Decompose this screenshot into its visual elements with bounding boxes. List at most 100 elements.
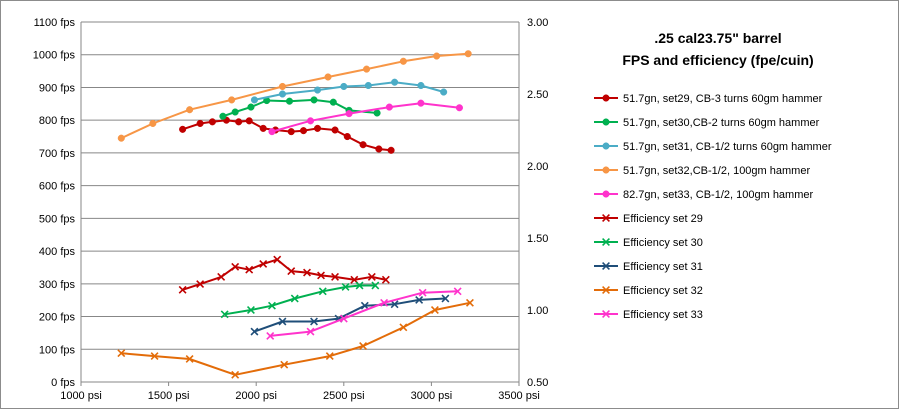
y-left-tick-label: 300 fps bbox=[39, 279, 76, 291]
data-point bbox=[287, 267, 296, 276]
data-point bbox=[391, 78, 399, 86]
series-line bbox=[121, 301, 471, 376]
legend-label: 51.7gn, set30,CB-2 turns 60gm hammer bbox=[623, 117, 820, 129]
series-line bbox=[271, 102, 460, 133]
y-left-tick-label: 900 fps bbox=[39, 82, 76, 94]
data-point bbox=[359, 342, 368, 350]
data-point bbox=[217, 272, 226, 281]
y-left-tick-label: 200 fps bbox=[39, 312, 76, 324]
data-point bbox=[417, 99, 425, 107]
y-left-tick-label: 500 fps bbox=[39, 213, 76, 225]
data-point bbox=[415, 295, 424, 304]
chart-title-line-1: .25 cal23.75" barrel bbox=[654, 30, 781, 46]
data-point bbox=[287, 128, 295, 136]
legend-item-3: 51.7gn, set31, CB-1/2 turns 60gm hammer bbox=[594, 141, 832, 153]
legend-label: 51.7gn, set31, CB-1/2 turns 60gm hammer bbox=[623, 141, 832, 153]
legend-label: Efficiency set 30 bbox=[623, 237, 703, 249]
data-point bbox=[259, 124, 267, 132]
data-point bbox=[235, 118, 243, 126]
data-point bbox=[247, 103, 255, 111]
axes: 0 fps 100 fps 200 fps 300 fps 400 fps 500 fps… bbox=[33, 17, 549, 402]
legend-item-2: 51.7gn, set30,CB-2 turns 60gm hammer bbox=[594, 117, 820, 129]
legend-label: 51.7gn, set32,CB-1/2, 100gm hammer bbox=[623, 165, 810, 177]
series-line bbox=[254, 297, 446, 333]
data-point bbox=[117, 134, 125, 142]
x-tick-label: 3000 psi bbox=[411, 390, 453, 402]
data-point bbox=[285, 97, 294, 105]
data-point bbox=[306, 117, 315, 125]
series-1 bbox=[179, 116, 395, 154]
legend-label: Efficiency set 33 bbox=[623, 309, 703, 321]
y-right-tick-label: 2.50 bbox=[527, 89, 548, 101]
x-tick-label: 1500 psi bbox=[148, 390, 190, 402]
data-point bbox=[306, 327, 315, 336]
y-left-tick-label: 100 fps bbox=[39, 344, 76, 356]
data-point bbox=[186, 106, 194, 114]
data-point bbox=[381, 275, 390, 284]
data-point bbox=[310, 96, 318, 104]
legend-item-5: 82.7gn, set33, CB-1/2, 100gm hammer bbox=[594, 189, 813, 201]
data-point bbox=[433, 52, 441, 60]
data-point bbox=[303, 268, 311, 277]
data-point bbox=[430, 306, 439, 314]
data-point bbox=[363, 65, 371, 73]
data-point bbox=[355, 281, 364, 290]
data-point bbox=[231, 108, 239, 116]
data-point bbox=[399, 57, 407, 65]
data-point bbox=[313, 124, 322, 132]
data-point bbox=[149, 119, 157, 128]
legend-marker bbox=[602, 190, 610, 198]
data-point bbox=[178, 285, 187, 294]
data-point bbox=[250, 327, 259, 336]
data-point bbox=[341, 282, 350, 291]
y-left-tick-label: 0 fps bbox=[51, 377, 75, 389]
data-point bbox=[455, 104, 463, 112]
x-tick-label: 2500 psi bbox=[323, 390, 365, 402]
chart-title: .25 cal23.75" barrel FPS and efficiency … bbox=[622, 30, 813, 68]
data-point bbox=[375, 145, 383, 153]
data-point bbox=[231, 370, 240, 379]
series-10 bbox=[266, 287, 462, 340]
data-point bbox=[278, 82, 287, 91]
data-point bbox=[340, 82, 348, 91]
series-9 bbox=[117, 298, 474, 379]
data-point bbox=[331, 126, 339, 134]
series-line bbox=[182, 119, 392, 152]
data-point bbox=[441, 294, 450, 303]
data-point bbox=[231, 262, 240, 271]
data-point bbox=[246, 306, 255, 314]
data-point bbox=[387, 146, 395, 154]
y-right-tick-label: 1.00 bbox=[527, 305, 548, 317]
chart-title-line-2: FPS and efficiency (fpe/cuin) bbox=[622, 52, 813, 68]
data-point bbox=[208, 118, 216, 126]
data-point bbox=[313, 86, 322, 94]
legend-marker bbox=[602, 214, 610, 222]
legend-label: Efficiency set 32 bbox=[623, 285, 703, 297]
data-point bbox=[280, 360, 289, 369]
data-point bbox=[371, 281, 380, 290]
data-point bbox=[399, 323, 408, 332]
y-right-tick-label: 3.00 bbox=[527, 17, 548, 29]
series-4 bbox=[117, 50, 472, 142]
data-point bbox=[418, 288, 427, 297]
series-8 bbox=[250, 294, 450, 336]
data-point bbox=[390, 300, 399, 309]
legend-marker bbox=[602, 310, 610, 318]
series-group bbox=[117, 50, 474, 379]
legend-marker bbox=[602, 286, 610, 294]
data-point bbox=[259, 259, 268, 268]
series-line bbox=[224, 284, 376, 316]
data-point bbox=[220, 310, 229, 319]
data-point bbox=[329, 98, 337, 106]
data-point bbox=[273, 255, 282, 264]
y-left-tick-label: 400 fps bbox=[39, 246, 76, 258]
y-left-tick-label: 600 fps bbox=[39, 181, 76, 193]
data-point bbox=[345, 110, 353, 118]
data-point bbox=[245, 265, 254, 274]
data-point bbox=[440, 88, 448, 96]
data-point bbox=[268, 301, 276, 310]
y-right-tick-label: 1.50 bbox=[527, 233, 548, 245]
data-point bbox=[465, 298, 474, 307]
series-2 bbox=[219, 96, 381, 120]
